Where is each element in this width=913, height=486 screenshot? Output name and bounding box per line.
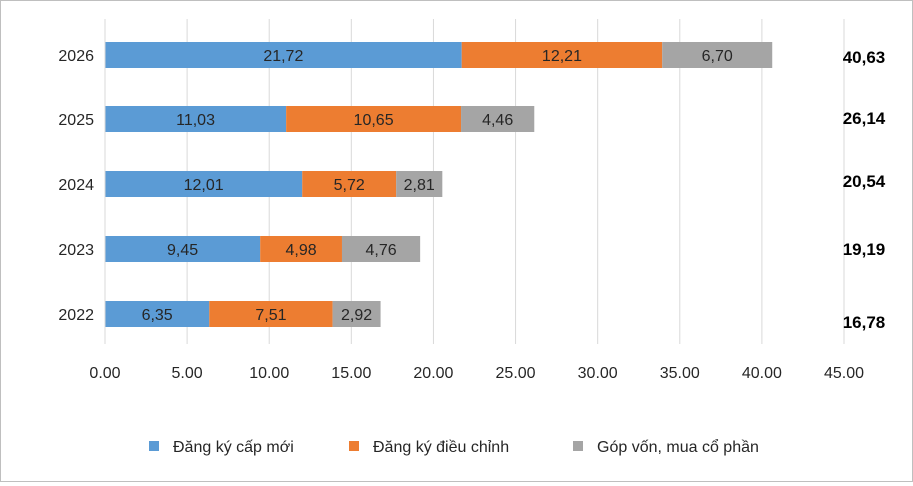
data-label: 4,76 xyxy=(365,242,396,259)
x-tick-label: 10.00 xyxy=(249,365,289,382)
data-label: 4,98 xyxy=(286,242,317,259)
y-category-label: 2022 xyxy=(58,307,94,324)
data-label: 12,21 xyxy=(542,48,582,65)
data-label: 4,46 xyxy=(482,112,513,129)
legend-swatch xyxy=(573,441,583,451)
legend: Đăng ký cấp mới Đăng ký điều chỉnh Góp vốn… xyxy=(149,438,759,456)
bar-segment xyxy=(286,106,462,132)
bar-segment xyxy=(105,301,210,327)
y-axis-labels: 2026 2025 2024 2023 2022 xyxy=(58,48,94,324)
data-label: 5,72 xyxy=(334,177,365,194)
x-tick-label: 5.00 xyxy=(172,365,203,382)
x-tick-label: 35.00 xyxy=(660,365,700,382)
bar-segment xyxy=(461,106,535,132)
total-label: 26,14 xyxy=(843,109,886,128)
total-label: 20,54 xyxy=(843,172,886,191)
bar-segment xyxy=(209,301,333,327)
bar-segment xyxy=(260,236,342,262)
x-tick-label: 25.00 xyxy=(496,365,536,382)
data-label: 11,03 xyxy=(176,112,215,129)
total-labels: 40,63 26,14 20,54 19,19 16,78 xyxy=(843,48,886,332)
bars: 21,72 12,21 6,70 11,03 10,65 4,46 12,01 5,72 2,8… xyxy=(105,42,773,327)
bar-segment xyxy=(105,106,287,132)
bar-segment xyxy=(662,42,773,68)
total-label: 40,63 xyxy=(843,48,886,67)
legend-label: Đăng ký điều chỉnh xyxy=(373,439,509,456)
bar-segment xyxy=(396,171,443,197)
y-category-label: 2025 xyxy=(58,112,94,129)
data-label: 7,51 xyxy=(255,307,286,324)
x-tick-label: 30.00 xyxy=(578,365,618,382)
bar-segment xyxy=(105,42,462,68)
bar-segment xyxy=(302,171,397,197)
bar-segment xyxy=(461,42,663,68)
y-category-label: 2023 xyxy=(58,242,94,259)
x-tick-label: 0.00 xyxy=(89,365,120,382)
data-label: 9,45 xyxy=(167,242,198,259)
x-tick-label: 15.00 xyxy=(331,365,371,382)
data-label: 6,35 xyxy=(142,307,173,324)
x-tick-label: 40.00 xyxy=(742,365,782,382)
total-label: 19,19 xyxy=(843,240,886,259)
data-label: 6,70 xyxy=(702,48,733,65)
data-label: 2,92 xyxy=(341,307,372,324)
data-label: 10,65 xyxy=(354,112,394,129)
bar-segment xyxy=(105,236,261,262)
legend-label: Góp vốn, mua cổ phần xyxy=(597,438,759,456)
data-label: 2,81 xyxy=(404,177,435,194)
y-category-label: 2026 xyxy=(58,48,94,65)
x-tick-label: 45.00 xyxy=(824,365,864,382)
data-label: 12,01 xyxy=(184,177,224,194)
x-tick-label: 20.00 xyxy=(413,365,453,382)
x-axis: 0.00 5.00 10.00 15.00 20.00 25.00 30.00 35.00 40… xyxy=(89,19,864,382)
data-label: 21,72 xyxy=(263,48,303,65)
total-label: 16,78 xyxy=(843,313,886,332)
gridlines xyxy=(186,19,845,344)
legend-swatch xyxy=(149,441,159,451)
bar-segment xyxy=(105,171,303,197)
legend-swatch xyxy=(349,441,359,451)
bar-segment xyxy=(332,301,381,327)
legend-label: Đăng ký cấp mới xyxy=(173,439,294,456)
bar-segment xyxy=(341,236,421,262)
y-category-label: 2024 xyxy=(58,177,94,194)
